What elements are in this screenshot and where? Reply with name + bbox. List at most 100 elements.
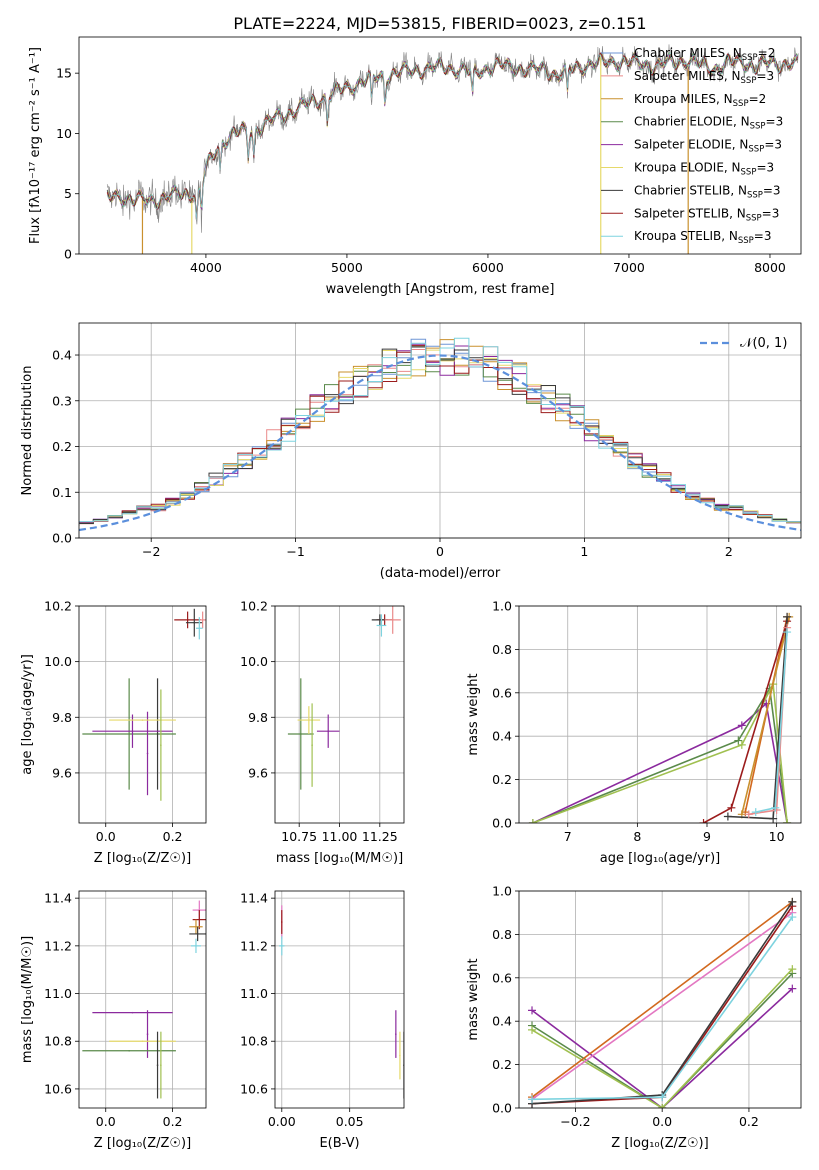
mass-weight-line bbox=[531, 968, 793, 1108]
plus-marker bbox=[744, 810, 753, 819]
mass-weight-line bbox=[531, 901, 793, 1098]
plot-area bbox=[528, 612, 794, 823]
x-axis-label: E(B-V) bbox=[319, 1136, 359, 1151]
data-point bbox=[195, 945, 197, 947]
model-spectrum-line bbox=[106, 52, 798, 220]
x-tick-label: −0.2 bbox=[560, 1114, 590, 1129]
data-point bbox=[198, 918, 201, 921]
panel-mass_vs_Z: 0.0 0.2 10.6 10.8 11.0 11.2 11.4 Z [log₁₀(Z/Z☉)… bbox=[20, 890, 207, 1151]
y-tick-label: 0.8 bbox=[492, 642, 512, 657]
y-tick-label: 11.0 bbox=[240, 986, 268, 1001]
x-tick-label: −2 bbox=[142, 544, 160, 559]
y-tick-label: 0.8 bbox=[492, 927, 512, 942]
x-axis-label: Z [log₁₀(Z/Z☉)] bbox=[94, 1136, 191, 1151]
data-point bbox=[186, 619, 189, 621]
x-tick-label: 2 bbox=[725, 544, 733, 559]
mass-weight-line bbox=[532, 686, 788, 823]
data-point bbox=[160, 1064, 162, 1066]
y-tick-label: 0.3 bbox=[52, 393, 72, 408]
y-tick-label: 5 bbox=[64, 186, 72, 201]
axes-frame bbox=[518, 890, 802, 1109]
mass-weight-line bbox=[532, 681, 788, 823]
panel-spectrum: Chabrier MILES, NSSP=2 Salpeter MILES, NS… bbox=[28, 36, 802, 297]
legend-entry: Chabrier ELODIE, NSSP=3 bbox=[634, 115, 783, 132]
y-tick-label: 0.4 bbox=[492, 729, 512, 744]
y-tick-label: 11.4 bbox=[240, 891, 268, 906]
plus-marker bbox=[528, 1006, 537, 1015]
y-tick-label: 11.0 bbox=[44, 986, 72, 1001]
data-point bbox=[131, 730, 134, 732]
data-point bbox=[311, 744, 313, 746]
y-axis-label: age [log₁₀(age/yr)] bbox=[20, 654, 35, 775]
data-point bbox=[300, 733, 302, 735]
legend-entry: Kroupa MILES, NSSP=2 bbox=[634, 92, 766, 109]
panel-residuals: 𝒩(0, 1) −2 −1 0 1 2 0.0 0.1 0.2 0.3 0.4 (data-model… bbox=[20, 322, 802, 581]
panels: Chabrier MILES, NSSP=2 Salpeter MILES, NS… bbox=[20, 36, 802, 1151]
y-axis-label: Normed distribution bbox=[20, 366, 35, 496]
plot-area bbox=[82, 608, 206, 801]
x-axis-label: Z [log₁₀(Z/Z☉)] bbox=[94, 851, 191, 866]
panel-massweight_vs_Z: −0.2 0.0 0.2 0.0 0.2 0.4 0.6 0.8 1.0 Z [log₁₀(Z/Z… bbox=[466, 884, 802, 1151]
plus-marker bbox=[788, 965, 797, 974]
x-tick-label: 1 bbox=[580, 544, 588, 559]
x-axis-label: wavelength [Angstrom, rest frame] bbox=[326, 282, 555, 297]
plot-area bbox=[279, 905, 404, 1099]
y-tick-label: 9.6 bbox=[248, 765, 268, 780]
y-tick-label: 15 bbox=[56, 66, 72, 81]
panel-age_vs_mass: 10.75 11.00 11.25 9.6 9.8 10.0 10.2 mass [log₁₀… bbox=[240, 599, 405, 866]
plus-marker bbox=[788, 913, 797, 922]
y-tick-label: 1.0 bbox=[492, 599, 512, 614]
x-tick-label: 0.00 bbox=[268, 1114, 296, 1129]
x-axis-label: mass [log₁₀(M/M☉)] bbox=[276, 851, 403, 866]
plus-marker bbox=[737, 721, 746, 730]
y-tick-label: 0.0 bbox=[492, 1101, 512, 1116]
y-tick-label: 10.0 bbox=[44, 654, 72, 669]
panel-age_vs_Z: 0.0 0.2 9.6 9.8 10.0 10.2 Z [log₁₀(Z/Z☉)] age [… bbox=[20, 599, 207, 866]
plus-marker bbox=[783, 612, 792, 621]
plus-marker bbox=[699, 819, 708, 823]
x-tick-label: 0.2 bbox=[739, 1114, 759, 1129]
legend-suffix: =2 bbox=[749, 92, 767, 106]
y-tick-label: 9.6 bbox=[52, 765, 72, 780]
figure-title: PLATE=2224, MJD=53815, FIBERID=0023, z=0… bbox=[233, 14, 646, 33]
data-point bbox=[128, 733, 130, 735]
x-axis-label: (data-model)/error bbox=[380, 566, 501, 581]
data-point bbox=[379, 619, 381, 621]
data-point bbox=[141, 719, 144, 721]
y-tick-label: 0.4 bbox=[52, 348, 72, 363]
data-point bbox=[308, 719, 310, 721]
plus-marker bbox=[788, 897, 797, 906]
data-point bbox=[128, 1049, 130, 1052]
x-tick-label: 9 bbox=[703, 829, 711, 844]
x-tick-label: 0.0 bbox=[652, 1114, 672, 1129]
y-tick-label: 11.4 bbox=[44, 891, 72, 906]
plot-area bbox=[79, 337, 801, 532]
legend-suffix: =3 bbox=[756, 69, 774, 83]
x-tick-label: 8000 bbox=[754, 260, 786, 275]
mass-weight-line bbox=[531, 912, 793, 1100]
legend-entry: Chabrier STELIB, NSSP=3 bbox=[634, 183, 781, 200]
data-point bbox=[193, 621, 196, 624]
x-tick-label: 0.0 bbox=[96, 1114, 116, 1129]
plus-marker bbox=[528, 1095, 537, 1104]
plus-marker bbox=[737, 740, 746, 749]
plus-marker bbox=[751, 808, 760, 817]
x-tick-label: 10.75 bbox=[281, 829, 317, 844]
y-tick-label: 9.8 bbox=[52, 710, 72, 725]
plot-area bbox=[528, 897, 797, 1108]
data-point bbox=[196, 933, 199, 935]
legend-subscript: SSP bbox=[742, 53, 758, 63]
plus-marker bbox=[528, 819, 537, 823]
y-tick-label: 11.2 bbox=[240, 938, 268, 953]
y-tick-label: 0 bbox=[64, 247, 72, 262]
axes-frame bbox=[78, 605, 207, 824]
y-tick-label: 0.2 bbox=[52, 439, 72, 454]
y-tick-label: 10.8 bbox=[44, 1034, 72, 1049]
plot-area bbox=[106, 44, 799, 254]
plus-marker bbox=[783, 628, 792, 637]
x-tick-label: 0.2 bbox=[163, 1114, 183, 1129]
plot-area bbox=[287, 606, 401, 790]
data-point bbox=[399, 1054, 401, 1057]
plus-marker bbox=[528, 1025, 537, 1034]
y-tick-label: 0.6 bbox=[492, 685, 512, 700]
